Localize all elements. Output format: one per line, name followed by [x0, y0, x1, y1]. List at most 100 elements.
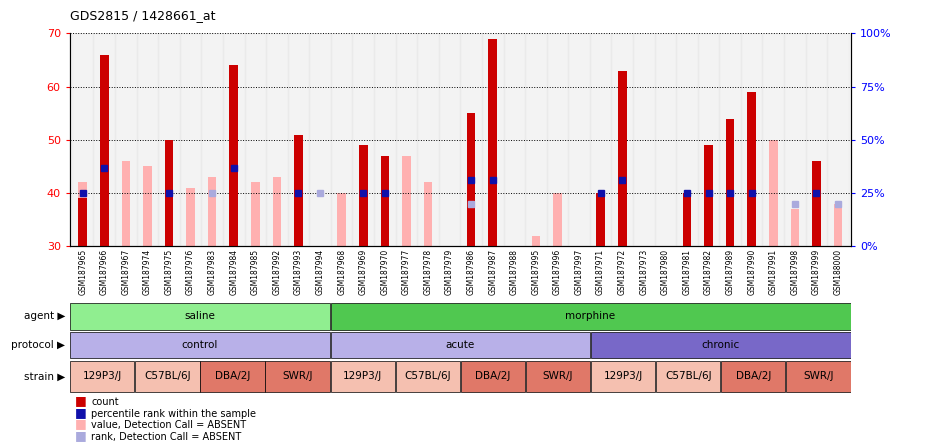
- Bar: [137, 33, 158, 246]
- Text: ■: ■: [74, 417, 86, 430]
- Bar: [618, 71, 627, 246]
- Text: C57BL/6J: C57BL/6J: [405, 371, 451, 381]
- Bar: [568, 33, 590, 246]
- Bar: [78, 198, 87, 246]
- Bar: [721, 361, 786, 392]
- Bar: [460, 361, 525, 392]
- Bar: [525, 361, 591, 392]
- Bar: [725, 119, 735, 246]
- Bar: [78, 182, 87, 246]
- Bar: [553, 193, 562, 246]
- Bar: [330, 361, 395, 392]
- Bar: [70, 361, 135, 392]
- Bar: [488, 39, 497, 246]
- Bar: [245, 33, 266, 246]
- Bar: [547, 33, 568, 246]
- Bar: [719, 33, 741, 246]
- Bar: [208, 177, 217, 246]
- Bar: [287, 33, 310, 246]
- Text: ■: ■: [74, 429, 86, 442]
- Text: 129P3/J: 129P3/J: [83, 371, 122, 381]
- Text: count: count: [91, 397, 119, 407]
- Text: SWR/J: SWR/J: [283, 371, 312, 381]
- Text: morphine: morphine: [565, 311, 616, 321]
- Bar: [179, 33, 202, 246]
- Text: C57BL/6J: C57BL/6J: [665, 371, 711, 381]
- Text: control: control: [181, 340, 219, 350]
- Bar: [380, 156, 389, 246]
- Bar: [330, 332, 591, 358]
- Bar: [656, 361, 721, 392]
- Text: C57BL/6J: C57BL/6J: [144, 371, 191, 381]
- Bar: [251, 182, 259, 246]
- Bar: [135, 361, 200, 392]
- Bar: [331, 33, 352, 246]
- Bar: [741, 33, 763, 246]
- Text: SWR/J: SWR/J: [804, 371, 833, 381]
- Text: GDS2815 / 1428661_at: GDS2815 / 1428661_at: [70, 9, 215, 22]
- Text: SWR/J: SWR/J: [543, 371, 573, 381]
- Bar: [165, 140, 173, 246]
- Bar: [374, 33, 395, 246]
- Bar: [352, 33, 374, 246]
- Bar: [812, 161, 821, 246]
- Text: 129P3/J: 129P3/J: [343, 371, 382, 381]
- Bar: [223, 33, 245, 246]
- Bar: [310, 33, 331, 246]
- Bar: [590, 33, 611, 246]
- Bar: [503, 33, 525, 246]
- Bar: [266, 33, 287, 246]
- Bar: [591, 332, 851, 358]
- Bar: [395, 361, 460, 392]
- Bar: [338, 193, 346, 246]
- Bar: [704, 145, 712, 246]
- Bar: [827, 33, 849, 246]
- Bar: [683, 193, 691, 246]
- Bar: [591, 361, 656, 392]
- Bar: [763, 33, 784, 246]
- Bar: [186, 188, 195, 246]
- Bar: [200, 361, 265, 392]
- Bar: [790, 209, 799, 246]
- Text: agent ▶: agent ▶: [24, 311, 65, 321]
- Bar: [633, 33, 655, 246]
- Text: acute: acute: [445, 340, 475, 350]
- Text: ■: ■: [74, 394, 86, 407]
- Bar: [482, 33, 503, 246]
- Bar: [698, 33, 719, 246]
- Text: DBA/2J: DBA/2J: [215, 371, 250, 381]
- Bar: [467, 113, 475, 246]
- Text: DBA/2J: DBA/2J: [475, 371, 511, 381]
- Bar: [676, 33, 698, 246]
- Bar: [655, 33, 676, 246]
- Bar: [70, 332, 330, 358]
- Bar: [748, 92, 756, 246]
- Bar: [611, 33, 633, 246]
- Bar: [418, 33, 439, 246]
- Bar: [70, 303, 330, 329]
- Bar: [784, 33, 805, 246]
- Bar: [359, 145, 367, 246]
- Bar: [525, 33, 547, 246]
- Bar: [402, 156, 411, 246]
- Bar: [158, 33, 179, 246]
- Bar: [72, 33, 94, 246]
- Bar: [424, 182, 432, 246]
- Bar: [769, 140, 777, 246]
- Bar: [439, 33, 460, 246]
- Bar: [596, 193, 604, 246]
- Bar: [122, 161, 130, 246]
- Text: strain ▶: strain ▶: [24, 371, 65, 381]
- Bar: [202, 33, 223, 246]
- Bar: [230, 65, 238, 246]
- Bar: [143, 166, 152, 246]
- Bar: [115, 33, 137, 246]
- Bar: [330, 303, 851, 329]
- Text: chronic: chronic: [701, 340, 740, 350]
- Bar: [460, 33, 482, 246]
- Bar: [805, 33, 827, 246]
- Bar: [94, 33, 115, 246]
- Bar: [833, 204, 843, 246]
- Bar: [786, 361, 851, 392]
- Text: protocol ▶: protocol ▶: [11, 340, 65, 350]
